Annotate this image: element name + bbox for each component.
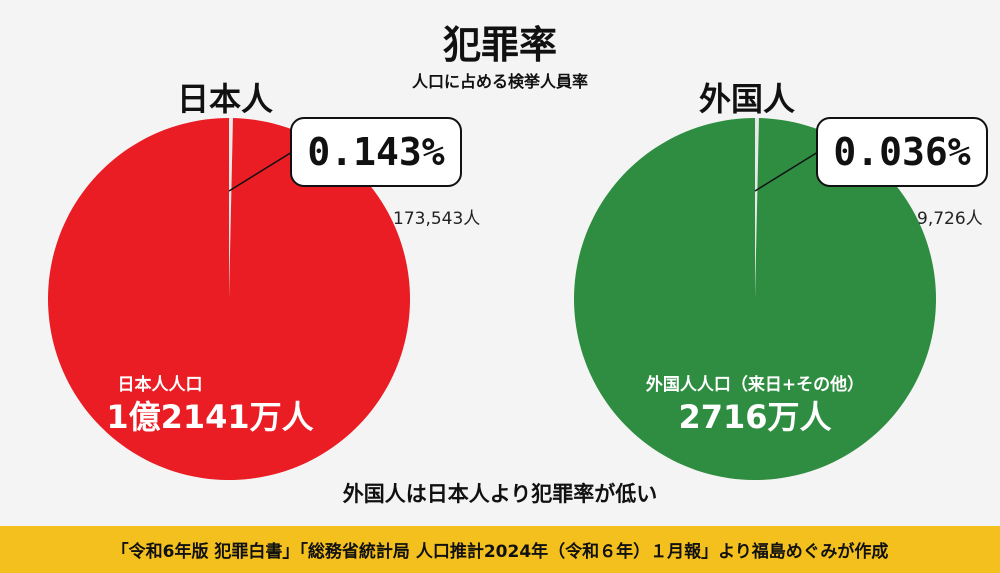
foreign-population-label: 外国人人口（来日+その他） (645, 375, 865, 395)
japanese-pie (48, 118, 411, 480)
japanese-leader-line (228, 151, 293, 192)
japanese-crime-slice (229, 118, 233, 299)
japanese-population-label: 日本人人口 (117, 375, 203, 395)
foreign-pie (574, 118, 937, 480)
chart-subtitle: 人口に占める検挙人員率 (411, 72, 588, 91)
foreign-crime-slice (755, 118, 759, 299)
foreign-count-label: 9,726人 (917, 209, 983, 229)
foreign-rate-callout: 0.036% (816, 117, 988, 187)
japanese-population-value: 1億2141万人 (106, 398, 314, 436)
japanese-population-slice (48, 118, 411, 480)
conclusion-text: 外国人は日本人より犯罪率が低い (342, 482, 658, 506)
source-footer-text: 「令和6年版 犯罪白書」「総務省統計局 人口推計2024年（令和６年）１月報」よ… (111, 542, 889, 562)
foreign-pie-label: 外国人 (698, 80, 795, 118)
japanese-count-label: 173,543人 (393, 209, 481, 229)
foreign-leader-line (754, 151, 819, 192)
foreign-population-value: 2716万人 (678, 398, 832, 436)
source-footer: 「令和6年版 犯罪白書」「総務省統計局 人口推計2024年（令和６年）１月報」よ… (0, 526, 1000, 573)
japanese-pie-label: 日本人 (176, 80, 273, 118)
japanese-rate-callout: 0.143% (290, 117, 462, 187)
foreign-population-slice (574, 118, 937, 480)
chart-title: 犯罪率 (442, 23, 557, 67)
